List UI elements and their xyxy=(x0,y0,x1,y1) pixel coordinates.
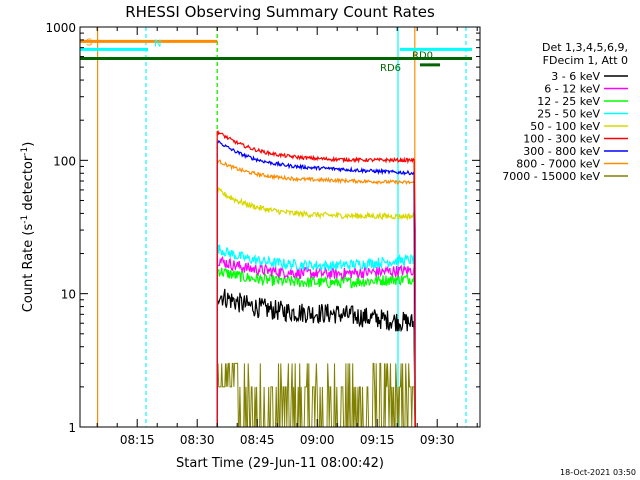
legend-entry-label: 7000 - 15000 keV xyxy=(502,170,600,183)
series-line-s3 xyxy=(216,267,416,427)
series-line-s7 xyxy=(216,140,416,427)
chart-title: RHESSI Observing Summary Count Rates xyxy=(125,3,435,21)
plot-area: S N RD0 RD6 xyxy=(80,27,472,427)
x-tick-label: 09:00 xyxy=(300,433,335,447)
legend-entry-label: 300 - 800 keV xyxy=(523,145,600,158)
x-tick-label: 08:45 xyxy=(240,433,275,447)
legend-entry-label: 800 - 7000 keV xyxy=(516,158,600,171)
state-bar-label: RD6 xyxy=(380,63,401,74)
x-axis-label: Start Time (29-Jun-11 08:00:42) xyxy=(176,456,384,471)
x-tick-label: 08:15 xyxy=(120,433,155,447)
legend-entry-label: 12 - 25 keV xyxy=(537,95,600,108)
x-axis: 08:15 08:30 08:45 09:00 09:15 09:30 xyxy=(96,27,478,447)
y-tick-label: 100 xyxy=(53,154,76,168)
plot-frame xyxy=(79,26,481,428)
y-axis-label: Count Rate (s-1 detector-1) xyxy=(20,142,36,313)
state-bar-label: RD0 xyxy=(412,51,433,62)
series-line-s1 xyxy=(216,288,416,427)
legend-entry-label: 25 - 50 keV xyxy=(537,108,600,121)
series-line-s9 xyxy=(216,362,416,427)
plot-content xyxy=(80,27,472,427)
legend-entry-label: 3 - 6 keV xyxy=(551,70,600,83)
x-tick-label: 09:15 xyxy=(360,433,395,447)
series-line-s2 xyxy=(216,256,416,427)
x-tick-label: 09:30 xyxy=(420,433,455,447)
y-axis: 1 10 100 1000 xyxy=(45,21,480,435)
state-bar-label: N xyxy=(154,38,161,49)
legend-entry-label: 100 - 300 keV xyxy=(523,133,600,146)
series-line-s5 xyxy=(216,186,416,427)
y-tick-label: 10 xyxy=(61,288,76,302)
legend-header-line-2: FDecim 1, Att 0 xyxy=(543,54,628,67)
legend: Det 1,3,4,5,6,9, FDecim 1, Att 0 3 - 6 k… xyxy=(502,41,628,183)
footer-date: 18-Oct-2021 03:50 xyxy=(560,468,636,477)
legend-entry-label: 6 - 12 keV xyxy=(544,83,600,96)
y-tick-label: 1000 xyxy=(45,21,76,35)
legend-entry-label: 50 - 100 keV xyxy=(530,120,600,133)
series-line-s8 xyxy=(216,159,416,427)
state-bar-label: S xyxy=(86,37,92,48)
y-tick-label: 1 xyxy=(68,421,76,435)
series-line-s6 xyxy=(216,130,416,427)
series-line-s4 xyxy=(216,244,416,427)
legend-header-line-1: Det 1,3,4,5,6,9, xyxy=(542,41,628,54)
x-tick-label: 08:30 xyxy=(180,433,215,447)
